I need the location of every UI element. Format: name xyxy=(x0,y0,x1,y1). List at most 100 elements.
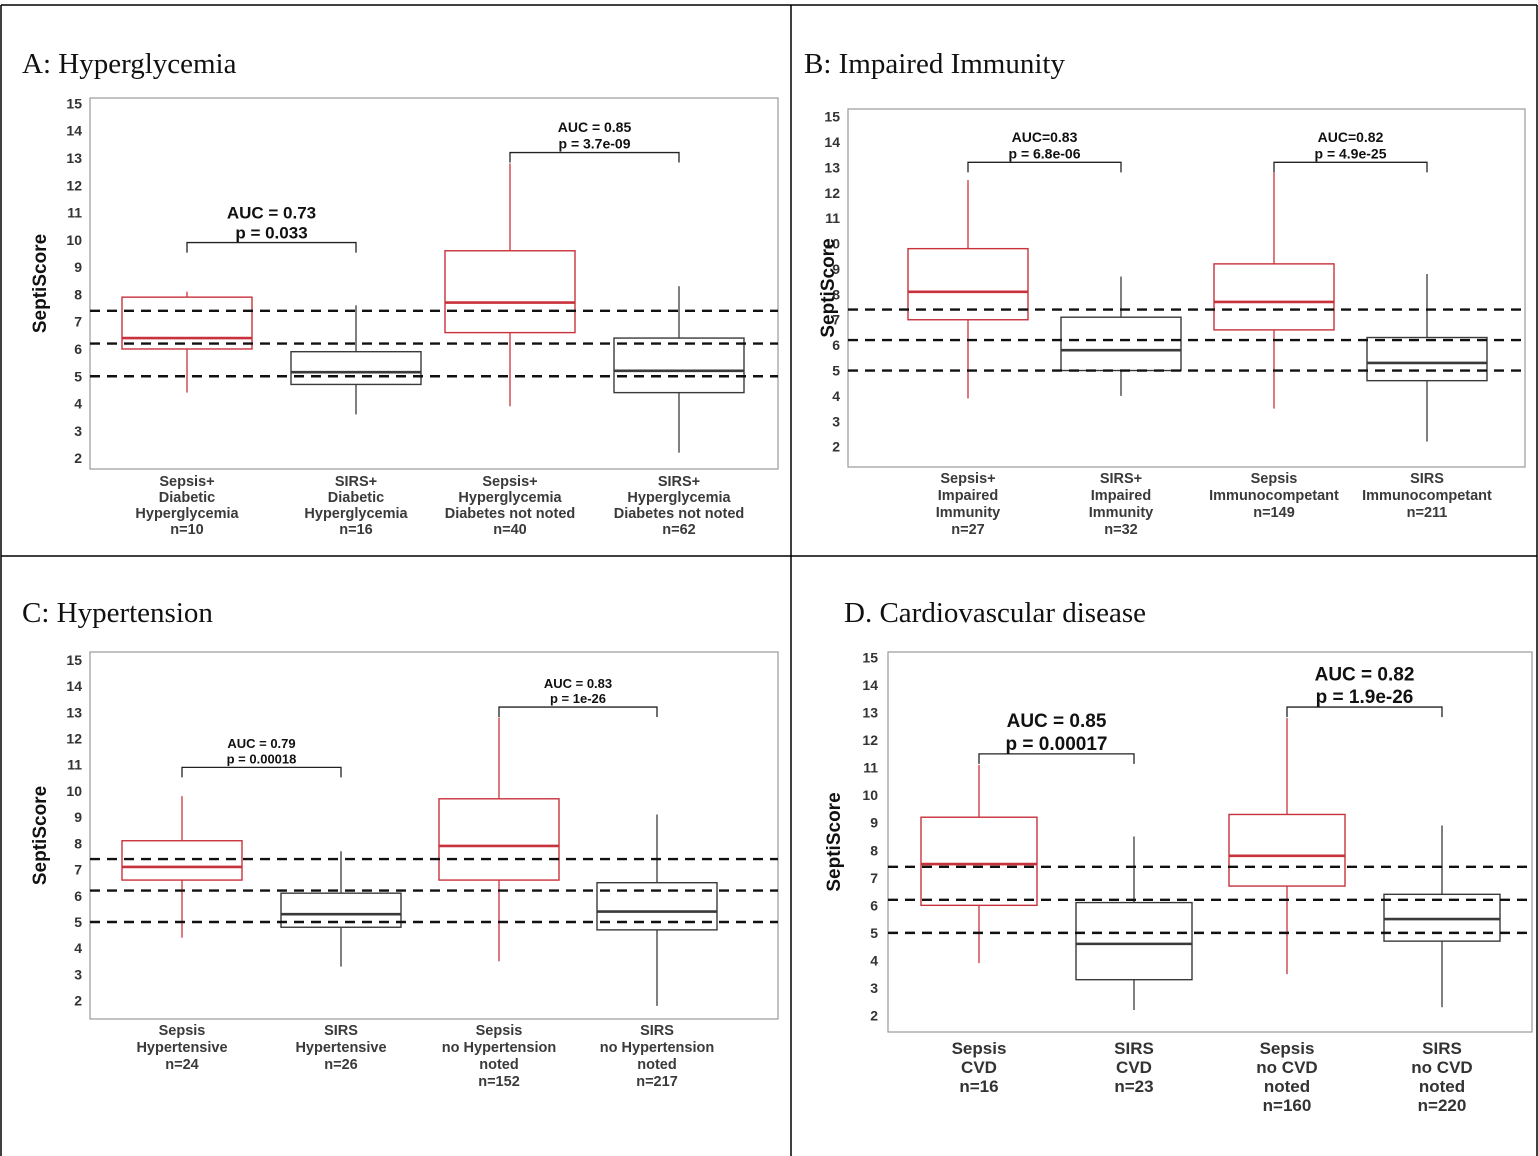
box-sepsis-0 xyxy=(121,291,253,393)
panel-b: B: Impaired Immunity 2 3 4 5 6 7 8 9 10 11 12 13 14 1… xyxy=(792,6,1536,555)
auc-label: AUC = 0.83 xyxy=(544,676,612,691)
y-tick-label: 13 xyxy=(862,705,878,721)
panel-d-chart: 23456789101112131415SeptiScoreSepsisCVDn… xyxy=(824,650,1533,1115)
category-label: noted xyxy=(637,1057,676,1073)
box-sirs-1 xyxy=(1075,836,1193,1010)
category-label: n=16 xyxy=(959,1077,998,1096)
y-tick-label: 12 xyxy=(862,732,878,748)
iqr-box xyxy=(1213,263,1335,331)
y-tick-label: 3 xyxy=(870,980,878,996)
auc-label: AUC = 0.73 xyxy=(227,203,316,222)
category-label: Hyperglycemia xyxy=(458,490,562,506)
y-tick-label: 13 xyxy=(66,150,82,166)
panel-c-chart: 23456789101112131415SeptiScoreSepsisHype… xyxy=(30,651,779,1090)
auc-label: AUC=0.83 xyxy=(1012,129,1078,145)
box-sirs-3 xyxy=(1366,274,1488,442)
category-label: n=10 xyxy=(170,522,203,538)
y-tick-label: 2 xyxy=(870,1007,878,1023)
category-label: n=62 xyxy=(662,522,695,538)
p-value-label: p = 0.033 xyxy=(235,224,307,243)
category-label: Hyperglycemia xyxy=(304,506,408,522)
category-label: Diabetes not noted xyxy=(445,506,576,522)
category-label: Sepsis xyxy=(1251,471,1298,487)
category-label: n=149 xyxy=(1253,505,1295,521)
y-tick-label: 2 xyxy=(832,439,840,455)
comparison-bracket xyxy=(498,706,658,718)
box-sirs-3 xyxy=(613,286,745,453)
category-label: n=23 xyxy=(1114,1077,1153,1096)
plot-area xyxy=(887,651,1533,1033)
category-label: Diabetic xyxy=(328,490,384,506)
category-label: Sepsis+ xyxy=(940,471,995,487)
plot-area xyxy=(89,97,779,470)
p-value-label: p = 1.9e-26 xyxy=(1316,687,1414,708)
box-sepsis-0 xyxy=(907,180,1029,399)
panel-d: D. Cardiovascular disease 2 3 4 5 6 7 8 9 10 11 12… xyxy=(792,557,1536,1156)
panel-a-title: A: Hyperglycemia xyxy=(22,48,237,80)
category-label: Immunity xyxy=(1089,505,1153,521)
category-label: Diabetes not noted xyxy=(614,506,745,522)
box-sirs-3 xyxy=(596,814,718,1006)
category-label: no CVD xyxy=(1256,1058,1317,1077)
box-sepsis-2 xyxy=(1213,172,1335,409)
category-label: n=220 xyxy=(1418,1096,1467,1115)
category-label: n=211 xyxy=(1407,505,1448,521)
category-label: Sepsis xyxy=(476,1023,523,1039)
category-label: Impaired xyxy=(938,488,998,504)
y-tick-label: 12 xyxy=(66,731,82,747)
comparison-bracket xyxy=(1273,161,1428,173)
category-label: SIRS xyxy=(1114,1039,1154,1058)
y-tick-label: 11 xyxy=(863,760,878,776)
box-sepsis-2 xyxy=(438,717,560,962)
category-label: SIRS xyxy=(1422,1039,1462,1058)
y-tick-label: 8 xyxy=(74,835,82,851)
panel-b-title: B: Impaired Immunity xyxy=(804,48,1065,80)
y-tick-label: 7 xyxy=(74,862,82,878)
category-label: noted xyxy=(1264,1077,1310,1096)
category-label: no Hypertension xyxy=(600,1040,714,1056)
y-tick-label: 3 xyxy=(74,423,82,439)
box-sepsis-0 xyxy=(920,764,1038,964)
y-tick-label: 9 xyxy=(74,259,82,275)
iqr-box xyxy=(1228,813,1346,887)
auc-label: AUC = 0.79 xyxy=(227,736,295,751)
p-value-label: p = 0.00018 xyxy=(227,751,297,766)
y-tick-label: 15 xyxy=(66,95,82,111)
y-tick-label: 5 xyxy=(832,363,840,379)
y-tick-label: 8 xyxy=(832,286,840,302)
auc-label: AUC = 0.85 xyxy=(558,119,632,135)
y-tick-label: 4 xyxy=(870,952,878,968)
comparison-bracket xyxy=(1286,706,1443,718)
y-tick-label: 6 xyxy=(832,337,840,353)
y-tick-label: 15 xyxy=(862,650,878,666)
category-label: SIRS xyxy=(324,1023,358,1039)
y-tick-label: 3 xyxy=(832,413,840,429)
y-tick-label: 12 xyxy=(824,185,840,201)
y-tick-label: 9 xyxy=(870,815,878,831)
box-sirs-3 xyxy=(1383,825,1501,1008)
y-axis-label: SeptiScore xyxy=(30,786,51,885)
category-label: n=16 xyxy=(339,522,372,538)
category-label: n=27 xyxy=(951,522,984,538)
box-sepsis-0 xyxy=(121,796,243,938)
p-value-label: p = 3.7e-09 xyxy=(559,136,631,152)
box-sirs-1 xyxy=(1060,276,1182,396)
plot-area xyxy=(847,108,1526,468)
iqr-box xyxy=(1060,316,1182,372)
p-value-label: p = 6.8e-06 xyxy=(1009,145,1081,161)
comparison-bracket xyxy=(509,151,680,163)
y-tick-label: 2 xyxy=(74,993,82,1009)
y-tick-label: 14 xyxy=(66,123,82,139)
iqr-box xyxy=(920,816,1038,907)
category-label: Sepsis xyxy=(952,1039,1007,1058)
y-tick-label: 4 xyxy=(832,388,840,404)
y-axis-label: SeptiScore xyxy=(818,238,839,337)
panel-a-chart: 23456789101112131415SeptiScoreSepsis+Dia… xyxy=(30,95,779,538)
y-tick-label: 7 xyxy=(74,314,82,330)
y-tick-label: 9 xyxy=(74,809,82,825)
category-label: CVD xyxy=(1116,1058,1152,1077)
y-tick-label: 11 xyxy=(67,757,82,773)
category-label: SIRS+ xyxy=(1100,471,1142,487)
category-label: Hypertensive xyxy=(136,1040,227,1056)
iqr-box xyxy=(121,840,243,881)
